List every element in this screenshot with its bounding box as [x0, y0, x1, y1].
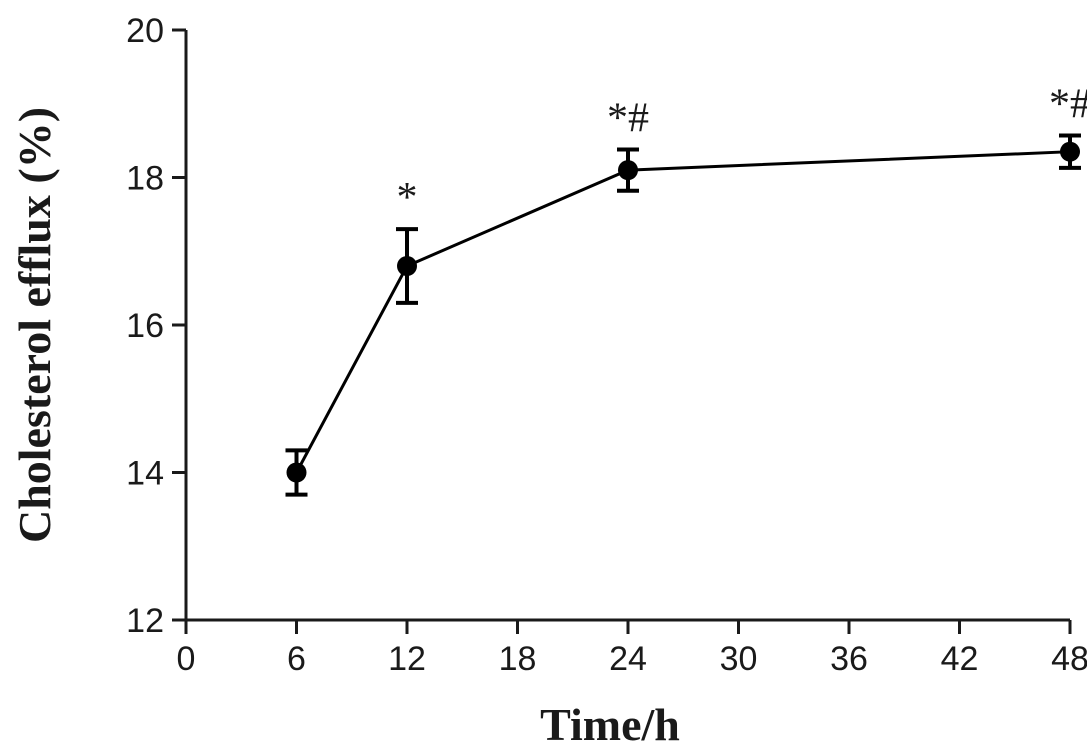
y-tick-label: 18 [126, 160, 164, 198]
data-point [618, 160, 638, 181]
series-line [295, 150, 1071, 474]
x-tick-label: 30 [720, 640, 758, 678]
x-tick-label: 18 [499, 640, 537, 678]
plot-area: * *# *# [285, 81, 1087, 497]
data-point [397, 256, 417, 276]
data-point [1060, 141, 1080, 162]
y-tick-label: 16 [126, 307, 164, 345]
x-tick-label: 24 [609, 640, 647, 678]
y-tick-label: 12 [126, 602, 164, 640]
y-axis-title: Cholesterol efflux (%) [9, 107, 60, 543]
x-tick-label: 6 [287, 640, 306, 678]
x-axis-title: Time/h [540, 699, 680, 750]
y-tick-label: 20 [126, 12, 164, 50]
significance-annotation: *# [1049, 81, 1087, 127]
significance-annotation: *# [607, 95, 649, 141]
data-point [286, 462, 307, 483]
y-axis-ticks: 12 14 16 18 20 [126, 12, 186, 640]
x-tick-label: 48 [1051, 640, 1087, 678]
x-tick-label: 36 [830, 640, 868, 678]
x-tick-label: 42 [941, 640, 979, 678]
significance-annotation: * [397, 175, 418, 221]
x-axis-ticks: 0 6 12 18 24 30 36 42 48 [177, 620, 1087, 678]
x-tick-label: 0 [177, 640, 196, 678]
y-tick-label: 14 [126, 455, 164, 493]
x-tick-label: 12 [388, 640, 426, 678]
